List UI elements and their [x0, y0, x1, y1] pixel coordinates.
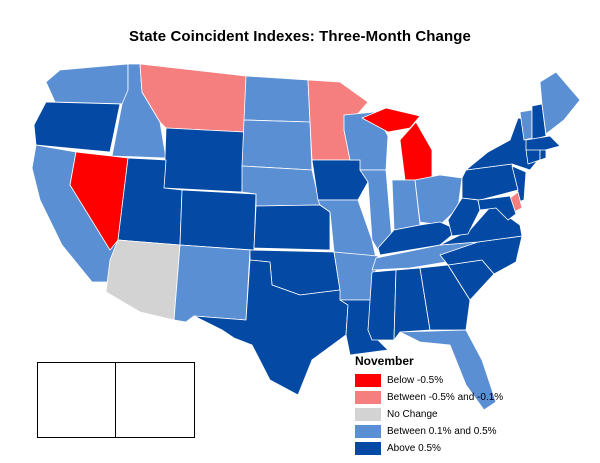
state-MD[interactable] — [477, 195, 517, 221]
state-MA[interactable] — [525, 135, 561, 153]
state-GA[interactable] — [419, 264, 471, 331]
state-NH[interactable] — [531, 103, 547, 141]
legend-swatch-below — [355, 374, 381, 387]
legend-label-no-change: No Change — [387, 409, 438, 420]
state-WA[interactable] — [45, 63, 129, 105]
state-CO[interactable] — [179, 189, 257, 251]
state-IL[interactable] — [359, 169, 393, 251]
state-RI[interactable] — [539, 149, 547, 161]
state-KY[interactable] — [377, 221, 459, 256]
state-NV[interactable] — [69, 151, 129, 251]
state-TX[interactable] — [193, 259, 349, 396]
state-CT[interactable] — [525, 149, 541, 165]
alaska-hawaii-inset — [37, 362, 195, 438]
legend-swatch-no-change — [355, 408, 381, 421]
legend-item-neg-small: Between -0.5% and -0.1% — [355, 389, 595, 406]
state-AL[interactable] — [393, 267, 431, 341]
legend-label-pos-small: Between 0.1% and 0.5% — [387, 426, 497, 437]
legend-item-pos-small: Between 0.1% and 0.5% — [355, 423, 595, 440]
state-ND[interactable] — [243, 75, 311, 123]
legend-swatch-neg-small — [355, 391, 381, 404]
legend-swatch-pos-small — [355, 425, 381, 438]
state-ME[interactable] — [539, 71, 581, 135]
legend-label-neg-small: Between -0.5% and -0.1% — [387, 392, 504, 403]
state-MS[interactable] — [367, 269, 397, 341]
legend-item-below: Below -0.5% — [355, 372, 595, 389]
legend-label-above: Above 0.5% — [387, 443, 441, 454]
state-OR[interactable] — [33, 101, 121, 153]
legend-label-below: Below -0.5% — [387, 375, 444, 386]
state-MI[interactable] — [361, 107, 433, 181]
legend-swatch-above — [355, 442, 381, 455]
legend-item-above: Above 0.5% — [355, 440, 595, 457]
state-WY[interactable] — [163, 127, 245, 193]
map-title: State Coincident Indexes: Three-Month Ch… — [129, 28, 471, 45]
legend-title: November — [355, 354, 414, 368]
state-NM[interactable] — [173, 244, 251, 323]
state-FL[interactable] — [399, 329, 497, 411]
state-SD[interactable] — [241, 119, 313, 171]
inset-divider — [115, 363, 116, 437]
legend-item-no-change: No Change — [355, 406, 595, 423]
state-AZ[interactable] — [105, 239, 181, 321]
state-KS[interactable] — [253, 204, 331, 251]
legend: November Below -0.5% Between -0.5% and -… — [355, 354, 595, 457]
